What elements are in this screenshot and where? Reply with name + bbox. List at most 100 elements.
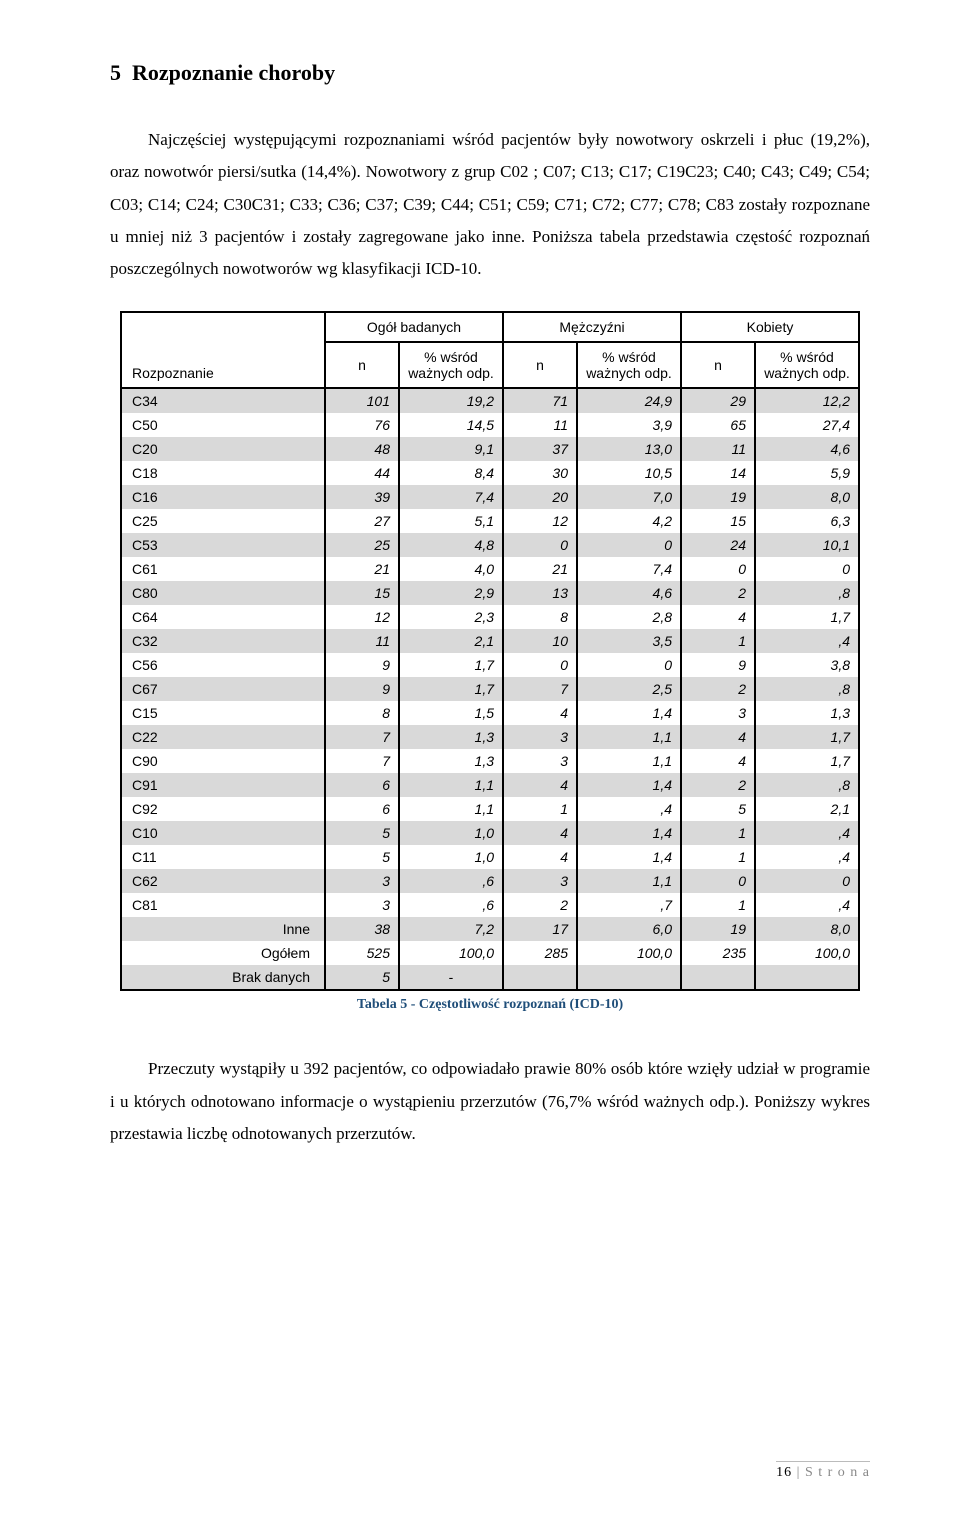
cell: 12	[325, 605, 399, 629]
cell: 27	[325, 509, 399, 533]
cell: 100,0	[755, 941, 859, 965]
paragraph-2: Przeczuty wystąpiły u 392 pacjentów, co …	[110, 1053, 870, 1150]
cell: 4	[503, 701, 577, 725]
cell: 1,7	[399, 677, 503, 701]
cell: ,4	[755, 821, 859, 845]
cell: 3,5	[577, 629, 681, 653]
cell: 7	[503, 677, 577, 701]
cell: 1,1	[399, 773, 503, 797]
cell: 4,2	[577, 509, 681, 533]
cell: 100,0	[577, 941, 681, 965]
cell: 1,1	[577, 869, 681, 893]
cell: 2	[681, 581, 755, 605]
cell: 5,1	[399, 509, 503, 533]
cell: 3	[325, 893, 399, 917]
footer-label: S t r o n a	[805, 1465, 870, 1480]
cell: 24,9	[577, 388, 681, 413]
cell: 29	[681, 388, 755, 413]
cell: 5	[325, 965, 399, 990]
row-label: C10	[121, 821, 325, 845]
cell: 30	[503, 461, 577, 485]
cell: 3	[681, 701, 755, 725]
row-label: C20	[121, 437, 325, 461]
cell: 0	[681, 869, 755, 893]
cell: 19	[681, 917, 755, 941]
row-label: C25	[121, 509, 325, 533]
cell: 9	[681, 653, 755, 677]
cell: 1,3	[755, 701, 859, 725]
header-n-2: n	[503, 342, 577, 388]
row-label: C92	[121, 797, 325, 821]
cell: 4,6	[577, 581, 681, 605]
cell: 1,1	[577, 749, 681, 773]
cell: 0	[577, 533, 681, 557]
cell: 15	[325, 581, 399, 605]
cell: 1	[681, 893, 755, 917]
cell: 8,4	[399, 461, 503, 485]
cell: 3	[503, 749, 577, 773]
cell: 12	[503, 509, 577, 533]
table-row: C507614,5113,96527,4	[121, 413, 859, 437]
cell: ,8	[755, 677, 859, 701]
cell: ,8	[755, 581, 859, 605]
header-group-mezczyzni: Mężczyźni	[503, 312, 681, 342]
cell: 4,0	[399, 557, 503, 581]
cell: 5,9	[755, 461, 859, 485]
section-heading: 5 Rozpoznanie choroby	[110, 60, 870, 86]
row-label: C34	[121, 388, 325, 413]
cell: 1,4	[577, 845, 681, 869]
cell: 1,4	[577, 821, 681, 845]
cell: 3	[503, 725, 577, 749]
cell	[755, 965, 859, 990]
header-n-3: n	[681, 342, 755, 388]
cell: 2,1	[755, 797, 859, 821]
table-row: C53254,8002410,1	[121, 533, 859, 557]
row-label: C53	[121, 533, 325, 557]
cell: 13	[503, 581, 577, 605]
row-label: Ogółem	[121, 941, 325, 965]
table-row: C64122,382,841,7	[121, 605, 859, 629]
row-label: C15	[121, 701, 325, 725]
table-row: C3410119,27124,92912,2	[121, 388, 859, 413]
table-row: C6791,772,52,8	[121, 677, 859, 701]
table-row: Inne387,2176,0198,0	[121, 917, 859, 941]
cell: 8,0	[755, 917, 859, 941]
table-row: C80152,9134,62,8	[121, 581, 859, 605]
cell: 2,5	[577, 677, 681, 701]
cell: 6,0	[577, 917, 681, 941]
page-number: 16	[776, 1465, 792, 1480]
row-label: C11	[121, 845, 325, 869]
cell: 1,1	[577, 725, 681, 749]
row-label: C61	[121, 557, 325, 581]
cell: 0	[681, 557, 755, 581]
cell: 10	[503, 629, 577, 653]
row-label: C67	[121, 677, 325, 701]
cell: 8	[503, 605, 577, 629]
row-label: Inne	[121, 917, 325, 941]
cell: 1	[681, 629, 755, 653]
cell: 14	[681, 461, 755, 485]
cell: 0	[503, 533, 577, 557]
cell: 65	[681, 413, 755, 437]
cell: 3	[503, 869, 577, 893]
cell: 525	[325, 941, 399, 965]
cell: 4,6	[755, 437, 859, 461]
row-label: C32	[121, 629, 325, 653]
row-label: C22	[121, 725, 325, 749]
cell: 11	[325, 629, 399, 653]
cell: 1,0	[399, 845, 503, 869]
table-row: C16397,4207,0198,0	[121, 485, 859, 509]
cell: ,8	[755, 773, 859, 797]
cell: ,7	[577, 893, 681, 917]
row-label: C50	[121, 413, 325, 437]
table-header-row-1: Rozpoznanie Ogół badanych Mężczyźni Kobi…	[121, 312, 859, 342]
cell: ,4	[755, 629, 859, 653]
section-title-text: Rozpoznanie choroby	[132, 60, 335, 85]
cell: 0	[755, 557, 859, 581]
cell: 9	[325, 653, 399, 677]
cell: 0	[755, 869, 859, 893]
table-row: C25275,1124,2156,3	[121, 509, 859, 533]
cell: 2	[503, 893, 577, 917]
table-row: C1151,041,41,4	[121, 845, 859, 869]
cell: 7	[325, 749, 399, 773]
